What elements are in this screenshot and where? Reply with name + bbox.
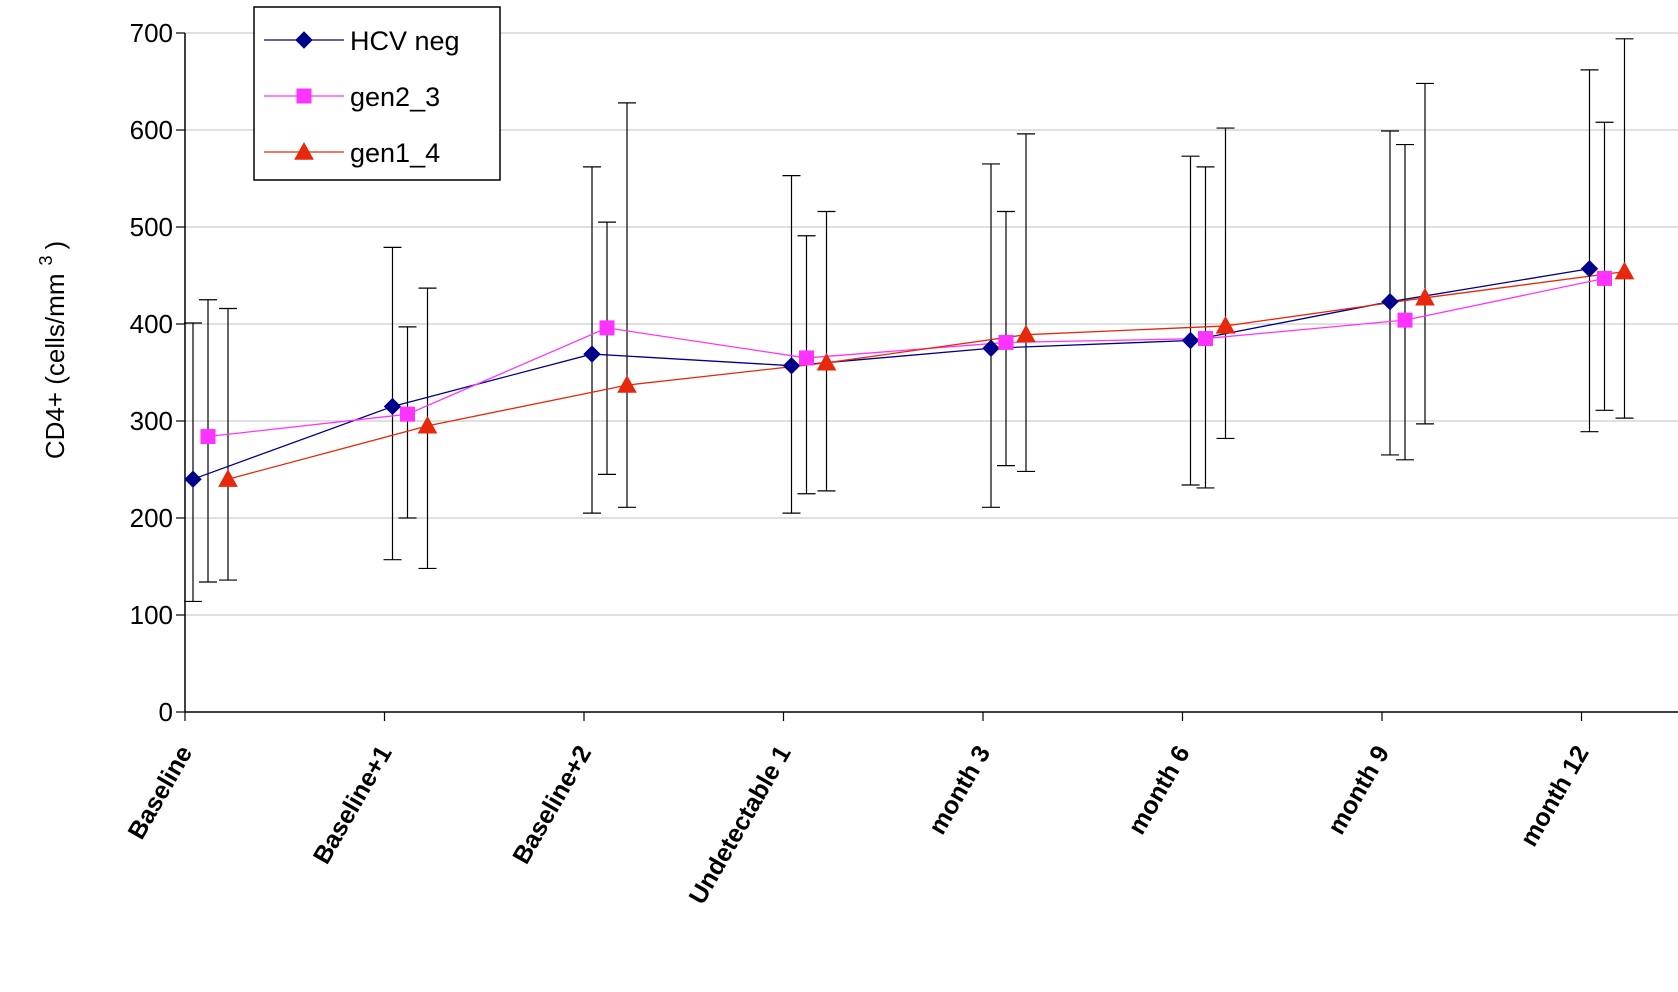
data-point-diamond [982, 339, 1000, 357]
series-markers [184, 260, 1635, 488]
axes [184, 33, 1678, 721]
legend-label: gen2_3 [350, 82, 440, 112]
data-point-diamond [583, 345, 601, 363]
data-point-square [1397, 312, 1413, 328]
legend-items: HCV neg gen2_3 gen1_4 [264, 26, 460, 168]
data-point-triangle [294, 141, 314, 160]
x-tick-label: Baseline+1 [308, 741, 398, 869]
y-axis-title-superscript: 3 [36, 256, 56, 266]
data-point-triangle [1016, 324, 1036, 343]
x-tick-label: Undetectable 1 [684, 741, 797, 909]
y-tick-label: 600 [130, 115, 173, 145]
data-point-triangle [218, 469, 238, 487]
y-axis-title-text: CD4+ (cells/mm [40, 274, 70, 460]
y-axis-title-close: ) [40, 241, 70, 250]
legend: HCV neg gen2_3 gen1_4 [253, 6, 501, 181]
data-point-triangle [417, 415, 438, 434]
data-point-diamond [1580, 260, 1599, 278]
data-point-square [599, 320, 615, 336]
y-tick-label: 300 [130, 406, 173, 436]
data-point-square [400, 406, 415, 422]
x-tick-label: month 3 [923, 741, 996, 839]
x-tick-label: Baseline [123, 741, 199, 844]
x-tick-label: Baseline+2 [507, 741, 597, 869]
data-point-square [296, 88, 312, 104]
y-tick-label: 400 [130, 309, 173, 339]
data-point-square [1198, 331, 1213, 347]
x-tick-label: month 6 [1123, 741, 1196, 839]
data-point-square [799, 350, 814, 366]
series-line-gen2-3 [207, 277, 1605, 438]
error-bars [184, 38, 1634, 603]
data-point-diamond [383, 397, 402, 416]
y-tick-label: 500 [130, 212, 173, 242]
data-point-square [200, 429, 216, 445]
legend-label: HCV neg [350, 26, 460, 56]
data-point-diamond [1181, 331, 1200, 350]
data-point-triangle [617, 375, 637, 393]
series-line-gen1-4 [227, 270, 1625, 480]
legend-label: gen1_4 [350, 138, 440, 168]
x-tick-label: month 9 [1322, 741, 1395, 839]
y-tick-label: 0 [159, 697, 173, 727]
y-axis-title: CD4+ (cells/mm 3) [36, 241, 70, 459]
x-tick-labels: Baseline Baseline+1 Baseline+2 Undetectable… [123, 741, 1595, 909]
data-point-square [1597, 270, 1612, 286]
data-point-square [998, 334, 1014, 350]
data-point-triangle [1614, 261, 1635, 280]
data-point-triangle [1415, 287, 1435, 306]
y-tick-labels: 0 100 200 300 400 500 600 700 [130, 18, 173, 727]
data-point-triangle [816, 352, 837, 371]
data-point-diamond [184, 470, 202, 488]
y-tick-label: 200 [130, 503, 173, 533]
y-tick-label: 100 [130, 600, 173, 630]
data-point-diamond [1381, 292, 1399, 311]
data-point-diamond [782, 357, 801, 375]
legend-box [253, 6, 501, 181]
data-point-diamond [295, 31, 313, 49]
x-tick-label: month 12 [1515, 741, 1595, 851]
data-point-triangle [1215, 315, 1236, 334]
series-line-hcv-neg [192, 268, 1590, 480]
y-tick-label: 700 [130, 18, 173, 48]
